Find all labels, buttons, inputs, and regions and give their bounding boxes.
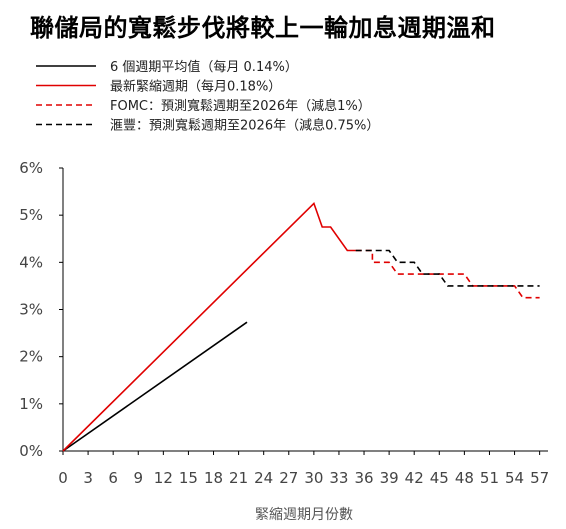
legend-label-4: 滙豐：預測寬鬆週期至2026年（減息0.75%）	[110, 118, 379, 134]
x-tick-label: 12	[154, 469, 173, 487]
x-tick-label: 30	[304, 469, 323, 487]
legend-label-1: 6 個週期平均值（每月 0.14%）	[110, 59, 298, 75]
x-tick-label: 33	[329, 469, 348, 487]
y-tick-label: 1%	[19, 395, 43, 413]
x-axis-label: 緊縮週期月份數	[255, 507, 353, 523]
legend-label-3: FOMC：預測寬鬆週期至2026年（減息1%）	[110, 98, 371, 114]
x-tick-label: 39	[380, 469, 399, 487]
x-tick-label: 42	[405, 469, 424, 487]
x-tick-label: 24	[254, 469, 273, 487]
series-line-3	[355, 249, 540, 299]
y-tick-label: 2%	[19, 348, 43, 366]
x-tick-label: 18	[204, 469, 223, 487]
x-tick-label: 0	[58, 469, 68, 487]
x-tick-label: 48	[455, 469, 474, 487]
x-tick-label: 45	[430, 469, 449, 487]
x-tick-label: 36	[354, 469, 373, 487]
x-tick-label: 51	[480, 469, 499, 487]
series-line-2	[62, 201, 356, 452]
series-line-1	[62, 321, 248, 452]
legend-label-2: 最新緊縮週期（每月0.18%）	[110, 79, 281, 95]
series-line-4	[355, 249, 540, 287]
y-tick-label: 6%	[19, 159, 43, 177]
x-tick-label: 27	[279, 469, 298, 487]
series-layer	[62, 201, 540, 452]
axes: 0%1%2%3%4%5%6%0 3 6 9 12 15 18 21 24 27 30 33 36 39 42…	[19, 159, 549, 487]
x-tick-label: 54	[505, 469, 524, 487]
x-tick-label: 9	[133, 469, 143, 487]
legend: 6 個週期平均值（每月 0.14%） 最新緊縮週期（每月0.18%） FOMC：預測…	[36, 59, 379, 134]
y-tick-label: 4%	[19, 253, 43, 271]
chart-title: 聯儲局的寬鬆步伐將較上一輪加息週期溫和	[30, 14, 496, 42]
x-tick-label: 6	[108, 469, 118, 487]
x-tick-label: 57	[530, 469, 549, 487]
y-tick-label: 3%	[19, 301, 43, 319]
x-tick-label: 21	[229, 469, 248, 487]
x-tick-label: 15	[179, 469, 198, 487]
y-tick-label: 0%	[19, 442, 43, 460]
x-tick-label: 3	[83, 469, 93, 487]
y-tick-label: 5%	[19, 206, 43, 224]
